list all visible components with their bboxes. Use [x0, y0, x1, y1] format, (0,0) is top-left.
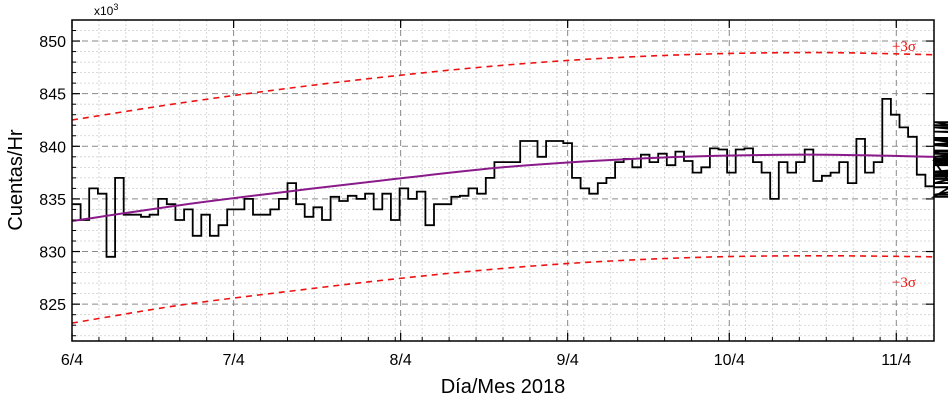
tick-labels: 825 830 835 840 845 850 6/4 7/4 8/4 9/4 10/4 11/4 [39, 34, 911, 369]
tick-marks [71, 19, 934, 341]
major-grid [71, 20, 934, 341]
x-tick-label: 8/4 [390, 352, 412, 369]
x-tick-label: 9/4 [557, 352, 579, 369]
lower-band-label: −3σ [892, 275, 916, 291]
y-tick-label: 845 [39, 87, 66, 104]
lower-3sigma-line [71, 254, 935, 324]
y-multiplier-label: x103 [94, 2, 118, 18]
x-tick-label: 11/4 [881, 352, 911, 369]
upper-3sigma-line [71, 51, 935, 121]
x-tick-label: 10/4 [714, 352, 745, 369]
y-tick-label: 850 [39, 34, 66, 51]
x-tick-label: 6/4 [61, 352, 83, 369]
x-axis-label: Día/Mes 2018 [441, 376, 566, 398]
y-axis-label: Cuentas/Hr [5, 129, 27, 230]
y-tick-label: 830 [39, 245, 66, 262]
y-tick-label: 840 [39, 139, 66, 156]
upper-band-label: +3σ [892, 39, 916, 55]
minor-grid [72, 19, 934, 341]
fit-curve [71, 153, 935, 222]
x-tick-label: 7/4 [223, 352, 245, 369]
y-tick-label: 835 [39, 192, 66, 209]
y-tick-label: 825 [39, 297, 66, 314]
